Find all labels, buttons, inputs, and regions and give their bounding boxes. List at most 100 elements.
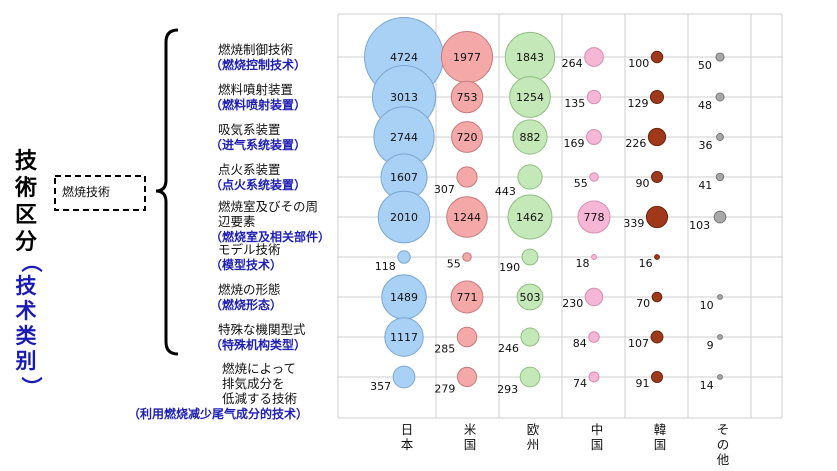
column-label-char: 欧 [527,422,540,437]
bubble-8-1 [456,366,478,388]
bubble-1-1 [450,80,484,114]
row-label-jp: 燃料噴射装置 [218,82,293,97]
value-label-7-0: 1117 [390,331,418,344]
row-label-cn: （利用燃烧减少尾气成分的技术） [128,406,308,421]
bubble-8-3 [588,371,600,383]
side-title-cn-char: 类 [16,324,38,348]
value-label-1-3: 135 [564,97,585,110]
row-labels: 燃焼制御技術（燃烧控制技术） 燃料噴射装置（燃料喷射装置） 吸気系装置（进气系统装置… [128,42,330,421]
category-brace [155,28,179,356]
bubble-1-4 [649,89,665,105]
row-label-jp: 燃焼制御技術 [218,42,293,57]
column-label-char: そ [717,422,730,437]
value-label-8-5: 14 [700,379,714,392]
value-label-3-0: 1607 [390,171,418,184]
column-label-char: 州 [527,437,540,452]
value-label-2-5: 36 [699,139,713,152]
bubble-4-2 [507,194,553,240]
bubble-0-4 [650,50,664,64]
bubble-7-2 [520,327,540,347]
bubble-5-1 [462,252,472,262]
bubble-6-2 [516,283,544,311]
value-label-4-5: 103 [689,219,710,232]
value-label-0-2: 1843 [516,51,544,64]
side-title-cn-char: ） [19,377,43,398]
value-label-0-1: 1977 [453,51,481,64]
side-title-cn-char: 别 [15,349,37,373]
bubble-2-2 [512,119,548,155]
value-label-3-5: 41 [698,179,712,192]
column-label-char: 国 [591,437,604,452]
chart-bubbles [364,17,727,389]
side-title-cn-char: 术 [16,299,37,323]
bubble-0-3 [584,47,604,67]
side-title-jp-char: 分 [15,230,37,255]
column-label-char: 中 [591,422,604,437]
bubble-3-2 [517,164,543,190]
bubble-4-4 [645,205,669,229]
category-box: 燃焼技術 [54,175,146,211]
value-label-2-0: 2744 [390,131,418,144]
value-label-6-2: 503 [520,291,541,304]
row-label-jp: 燃焼室及びその周 [218,199,318,214]
side-title-cn-char: 技 [16,274,38,298]
value-label-7-2: 246 [498,342,519,355]
column-label-char: 国 [464,437,477,452]
value-label-4-4: 339 [623,217,644,230]
bubble-3-4 [651,171,663,183]
row-label-cn: （燃烧形态） [210,297,282,312]
value-label-1-5: 48 [698,99,712,112]
value-label-7-5: 9 [707,339,714,352]
value-label-4-2: 1462 [516,211,544,224]
bubble-0-5 [715,52,725,62]
column-label-char: 日 [401,422,414,437]
bubble-5-3 [591,254,597,260]
side-title-jp-char: 技 [15,149,38,174]
row-label-cn: （点火系统装置） [210,177,306,192]
value-label-7-1: 285 [434,343,455,356]
value-label-8-3: 74 [573,377,587,390]
value-label-1-1: 753 [457,91,478,104]
bubble-7-5 [717,334,723,340]
value-label-4-1: 1244 [453,211,481,224]
value-label-2-4: 226 [625,137,646,150]
bubble-6-4 [651,291,663,303]
value-label-0-5: 50 [698,59,712,72]
row-label-jp: 燃焼によって [222,361,296,376]
bubble-2-4 [647,127,667,147]
bubble-5-0 [397,250,411,264]
value-label-6-4: 70 [636,297,650,310]
bubble-8-2 [519,366,541,388]
bubble-5-4 [654,254,660,260]
value-label-5-0: 118 [375,260,396,273]
bubble-7-4 [650,330,664,344]
value-label-4-0: 2010 [390,211,418,224]
row-label-jp: 辺要素 [218,214,256,229]
bubble-3-1 [456,166,478,188]
value-label-1-2: 1254 [516,91,544,104]
row-label-cn: （燃烧室及相关部件） [210,229,330,244]
value-label-1-0: 3013 [390,91,418,104]
chart-value-labels: 4724 1977 1843 264 100 50 3013 753 1254 135 129 48 2… [370,51,713,396]
value-label-6-1: 771 [457,291,478,304]
value-label-0-4: 100 [628,57,649,70]
row-label-jp: 排気成分を [222,376,285,391]
bubble-2-5 [716,133,724,141]
side-title-jp-char: 区 [15,203,37,228]
column-label-char: の [717,437,730,452]
bubble-6-3 [584,287,604,307]
value-label-0-0: 4724 [390,51,418,64]
column-label-char: 本 [401,437,414,452]
value-label-6-0: 1489 [390,291,418,304]
value-label-6-3: 230 [562,297,583,310]
value-label-8-4: 91 [636,377,650,390]
bubble-7-0 [384,317,424,357]
column-label-char: 国 [654,437,667,452]
value-label-4-3: 778 [584,211,605,224]
value-label-8-1: 279 [434,383,455,396]
bubble-1-5 [715,92,725,102]
bubble-4-3 [577,200,611,234]
